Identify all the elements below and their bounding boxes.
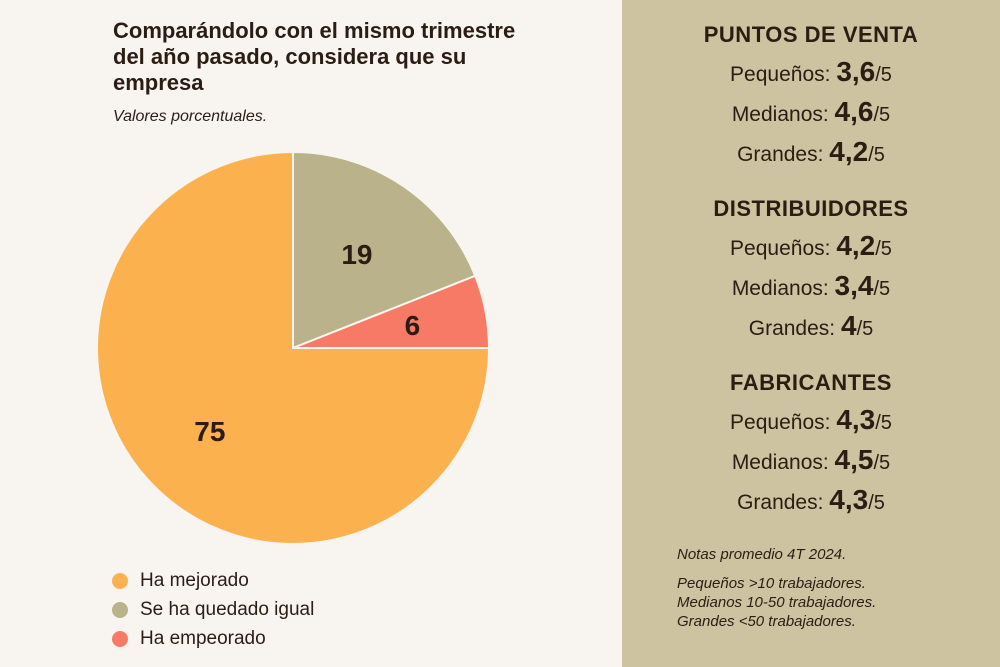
note-medium: Medianos 10-50 trabajadores. bbox=[677, 594, 877, 611]
rating-row: Grandes: 4,3/5 bbox=[622, 480, 1000, 520]
note-small: Pequeños >10 trabajadores. bbox=[677, 575, 866, 592]
rating-denom: /5 bbox=[873, 104, 891, 126]
group-title: DISTRIBUIDORES bbox=[713, 196, 909, 221]
legend-label: Ha empeorado bbox=[140, 627, 266, 649]
rating-row: Medianos: 4,5/5 bbox=[622, 440, 1000, 480]
rating-denom: /5 bbox=[856, 318, 874, 340]
rating-value: 4 bbox=[840, 310, 857, 341]
pie-label-1: 19 bbox=[341, 239, 372, 270]
rating-label: Grandes: bbox=[737, 143, 824, 166]
rating-row: Medianos: 4,6/5 bbox=[622, 92, 1000, 132]
legend-swatch bbox=[112, 601, 128, 618]
rating-denom: /5 bbox=[873, 278, 891, 300]
notes: Notas promedio 4T 2024. Pequeños >10 tra… bbox=[677, 545, 876, 631]
rating-value: 4,3 bbox=[829, 484, 869, 515]
legend-item-igual: Se ha quedado igual bbox=[112, 595, 314, 624]
rating-label: Medianos: bbox=[731, 277, 829, 300]
group-title: FABRICANTES bbox=[730, 370, 892, 395]
rating-row: Medianos: 3,4/5 bbox=[622, 266, 1000, 306]
rating-value: 4,2 bbox=[836, 230, 876, 261]
legend-swatch bbox=[112, 572, 128, 589]
legend-item-empeorado: Ha empeorado bbox=[112, 624, 314, 653]
group-title: PUNTOS DE VENTA bbox=[703, 22, 919, 47]
rating-label: Medianos: bbox=[731, 103, 829, 126]
pie-chart: 19 6 75 bbox=[96, 150, 491, 545]
rating-row: Pequeños: 4,3/5 bbox=[622, 400, 1000, 440]
rating-value: 4,5 bbox=[834, 444, 874, 475]
note-large: Grandes <50 trabajadores. bbox=[677, 613, 856, 630]
pie-label-0: 75 bbox=[194, 416, 225, 447]
rating-value: 4,2 bbox=[829, 136, 869, 167]
rating-row: Pequeños: 3,6/5 bbox=[622, 52, 1000, 92]
pie-slice-0 bbox=[96, 150, 491, 545]
rating-label: Medianos: bbox=[731, 451, 829, 474]
rating-denom: /5 bbox=[875, 412, 892, 434]
rating-label: Pequeños: bbox=[730, 411, 831, 434]
group-distribuidores: DISTRIBUIDORES Pequeños: 4,2/5 Medianos:… bbox=[622, 192, 1000, 346]
chart-title: Comparándolo con el mismo trimestre del … bbox=[113, 18, 516, 95]
rating-denom: /5 bbox=[875, 238, 892, 260]
rating-value: 4,6 bbox=[834, 96, 874, 127]
group-puntos-de-venta: PUNTOS DE VENTA Pequeños: 3,6/5 Medianos… bbox=[622, 18, 1000, 172]
group-fabricantes: FABRICANTES Pequeños: 4,3/5 Medianos: 4,… bbox=[622, 366, 1000, 520]
pie-slice-1 bbox=[292, 150, 477, 350]
ratings-panel: PUNTOS DE VENTA Pequeños: 3,6/5 Medianos… bbox=[622, 0, 1000, 667]
rating-denom: /5 bbox=[875, 64, 892, 86]
rating-denom: /5 bbox=[873, 452, 891, 474]
rating-row: Grandes: 4,2/5 bbox=[622, 132, 1000, 172]
legend-swatch bbox=[112, 630, 128, 647]
chart-legend: Ha mejorado Se ha quedado igual Ha empeo… bbox=[112, 566, 314, 653]
rating-label: Grandes: bbox=[748, 317, 836, 340]
rating-label: Grandes: bbox=[737, 491, 824, 514]
rating-value: 3,4 bbox=[834, 270, 874, 301]
rating-value: 4,3 bbox=[836, 404, 876, 435]
rating-denom: /5 bbox=[868, 492, 885, 514]
rating-label: Pequeños: bbox=[730, 237, 831, 260]
chart-subtitle: Valores porcentuales. bbox=[113, 108, 268, 125]
legend-item-mejorado: Ha mejorado bbox=[112, 566, 314, 595]
note-average: Notas promedio 4T 2024. bbox=[677, 546, 847, 563]
pie-label-2: 6 bbox=[405, 310, 421, 341]
rating-denom: /5 bbox=[868, 144, 885, 166]
legend-label: Ha mejorado bbox=[140, 569, 249, 591]
rating-row: Grandes: 4/5 bbox=[622, 306, 1000, 346]
legend-label: Se ha quedado igual bbox=[140, 598, 315, 620]
rating-label: Pequeños: bbox=[730, 63, 831, 86]
rating-value: 3,6 bbox=[836, 56, 876, 87]
chart-panel: Comparándolo con el mismo trimestre del … bbox=[96, 18, 516, 653]
rating-row: Pequeños: 4,2/5 bbox=[622, 226, 1000, 266]
